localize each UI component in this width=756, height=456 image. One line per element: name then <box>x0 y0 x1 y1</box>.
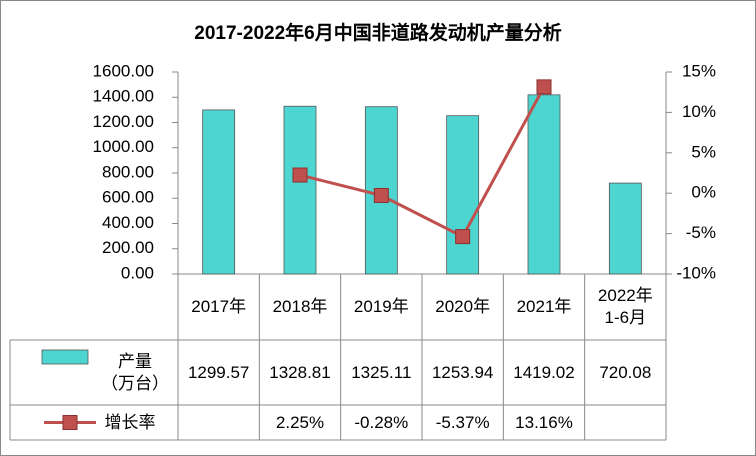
x-tick-label: 2022年 1-6月 <box>597 286 653 327</box>
y2-tick-label: -10% <box>676 263 716 282</box>
table-value: -0.28% <box>354 412 409 432</box>
table-value: 1325.11 <box>351 362 412 382</box>
table-value: 1253.94 <box>431 362 494 382</box>
legend-label: 增长率 <box>104 412 156 432</box>
line-marker <box>373 187 389 203</box>
x-tick-label: 2020年 <box>435 297 491 316</box>
y2-tick-label: -5% <box>686 223 716 242</box>
y2-tick-label: 15% <box>682 61 716 80</box>
bar <box>202 109 236 275</box>
y2-tick-label: 0% <box>691 183 716 202</box>
y-tick-label: 200.00 <box>102 238 154 257</box>
y-tick-label: 1600.00 <box>93 61 154 80</box>
table-value: 1419.02 <box>513 362 575 382</box>
y-tick-label: 1000.00 <box>93 137 154 156</box>
y-tick-label: 1200.00 <box>93 112 154 131</box>
legend-key <box>62 415 78 430</box>
y-tick-label: 1400.00 <box>93 87 154 106</box>
line-marker <box>455 229 471 245</box>
bar <box>608 182 642 275</box>
table-value: 1328.81 <box>269 362 331 382</box>
y2-tick-label: 10% <box>682 102 716 121</box>
bar <box>283 105 317 275</box>
line-marker <box>536 79 552 95</box>
table-value: 13.16% <box>515 412 573 432</box>
x-tick-label: 2019年 <box>353 297 409 316</box>
table-value: 720.08 <box>599 362 652 382</box>
x-tick-label: 2021年 <box>516 297 572 316</box>
table-value: 1299.57 <box>187 362 250 382</box>
table-value: -5.37% <box>435 412 490 432</box>
y2-tick-label: 5% <box>691 142 716 161</box>
bar <box>446 115 480 275</box>
y-tick-label: 800.00 <box>102 162 154 181</box>
x-tick-label: 2017年 <box>191 297 247 316</box>
legend-label: 产量 （万台） <box>101 351 169 393</box>
bar <box>527 94 561 275</box>
table-value: 2.25% <box>275 412 325 432</box>
y-tick-label: 400.00 <box>102 213 154 232</box>
line <box>299 86 546 239</box>
y-tick-label: 600.00 <box>102 188 154 207</box>
y-tick-label: 0.00 <box>121 263 154 282</box>
x-tick-label: 2018年 <box>272 297 328 316</box>
line-marker <box>292 167 308 183</box>
legend-key <box>41 349 89 365</box>
chart-title: 2017-2022年6月中国非道路发动机产量分析 <box>194 21 561 44</box>
